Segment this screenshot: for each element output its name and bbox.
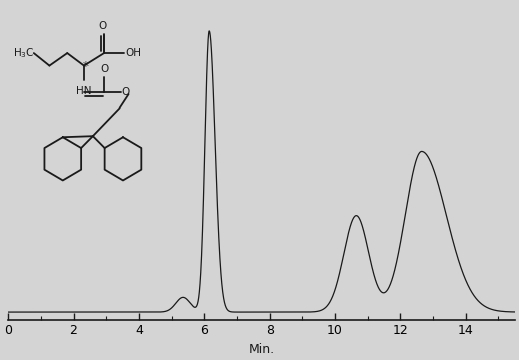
X-axis label: Min.: Min. [249, 343, 275, 356]
